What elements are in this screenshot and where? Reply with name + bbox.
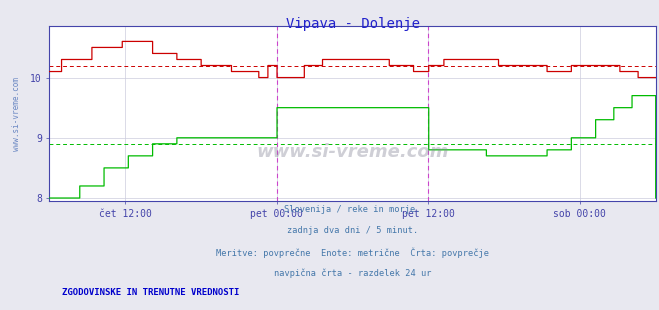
Text: Vipava - Dolenje: Vipava - Dolenje xyxy=(285,17,420,31)
Text: Slovenija / reke in morje.: Slovenija / reke in morje. xyxy=(284,205,421,214)
Text: Meritve: povprečne  Enote: metrične  Črta: povprečje: Meritve: povprečne Enote: metrične Črta:… xyxy=(216,248,489,258)
Text: zadnja dva dni / 5 minut.: zadnja dva dni / 5 minut. xyxy=(287,226,418,235)
Text: navpična črta - razdelek 24 ur: navpična črta - razdelek 24 ur xyxy=(274,269,431,278)
Text: www.si-vreme.com: www.si-vreme.com xyxy=(256,143,449,161)
Text: ZGODOVINSKE IN TRENUTNE VREDNOSTI: ZGODOVINSKE IN TRENUTNE VREDNOSTI xyxy=(61,288,239,297)
Text: www.si-vreme.com: www.si-vreme.com xyxy=(12,77,20,151)
